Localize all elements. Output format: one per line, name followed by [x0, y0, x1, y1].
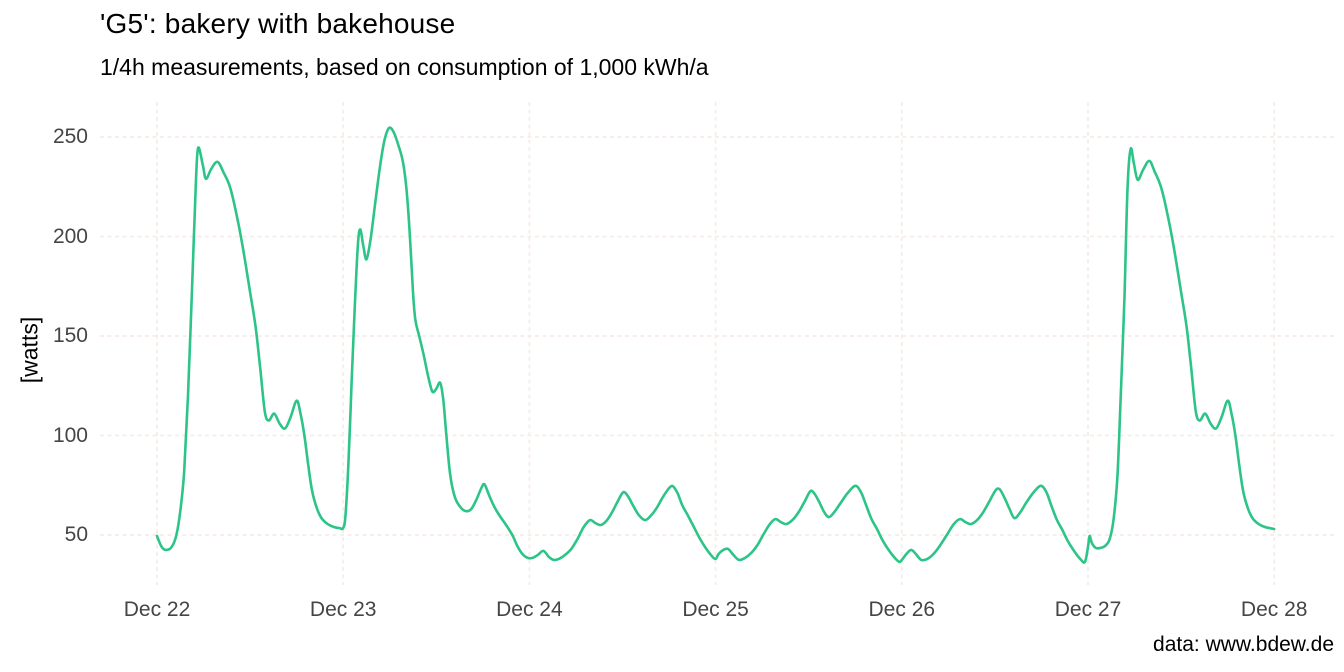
y-tick-label-50: 50	[64, 523, 88, 546]
x-tick-label-dec-28: Dec 28	[1240, 598, 1308, 621]
x-tick-label-dec-25: Dec 25	[682, 598, 749, 621]
chart-subtitle: 1/4h measurements, based on consumption …	[100, 54, 709, 80]
data-source-caption: data: www.bdew.de	[1153, 633, 1334, 656]
y-tick-label-200: 200	[52, 224, 88, 248]
x-tick-label-dec-24: Dec 24	[496, 598, 563, 621]
x-tick-label-dec-26: Dec 26	[868, 598, 936, 621]
series-path	[155, 126, 1276, 564]
load-profile-line	[155, 126, 1276, 564]
y-tick-label-100: 100	[52, 423, 88, 447]
grid-lines	[100, 102, 1334, 585]
y-tick-label-250: 250	[52, 125, 88, 148]
chart-title: 'G5': bakery with bakehouse	[100, 8, 456, 39]
y-tick-label-150: 150	[52, 324, 88, 347]
x-tick-label-dec-23: Dec 23	[309, 598, 377, 621]
x-tick-label-dec-22: Dec 22	[123, 598, 191, 621]
x-tick-label-dec-27: Dec 27	[1054, 598, 1122, 621]
